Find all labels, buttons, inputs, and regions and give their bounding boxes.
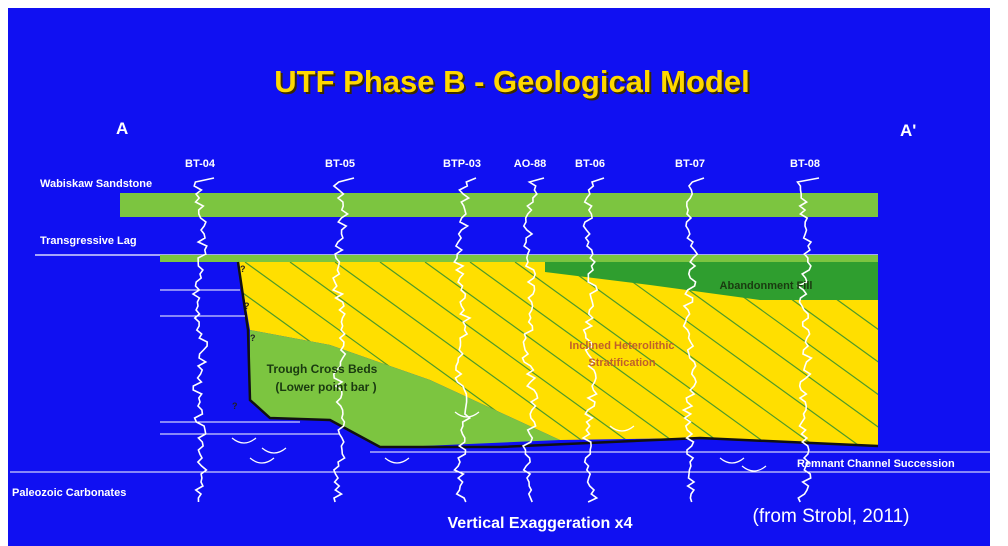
question-mark: ? xyxy=(240,264,246,274)
well-label: BT-07 xyxy=(675,158,705,170)
layer-label: Abandonment Fill xyxy=(720,280,813,292)
layer-label: Wabiskaw Sandstone xyxy=(40,178,152,190)
layer-label: Remnant Channel Succession xyxy=(797,458,955,470)
well-label: BT-06 xyxy=(575,158,605,170)
exaggeration-note: Vertical Exaggeration x4 xyxy=(448,515,633,532)
layer-label: (Lower point bar ) xyxy=(275,380,376,394)
title: UTF Phase B - Geological Model xyxy=(274,64,749,99)
source-note: (from Strobl, 2011) xyxy=(753,506,910,527)
layer-label: Transgressive Lag xyxy=(40,235,137,247)
question-mark: ? xyxy=(244,301,250,311)
section-end: A' xyxy=(900,121,916,140)
layer-label: Stratification xyxy=(588,357,656,369)
well-label: AO-88 xyxy=(514,158,546,170)
question-mark: ? xyxy=(232,401,238,411)
well-label: BTP-03 xyxy=(443,158,481,170)
layer-label: Inclined Heterolithic xyxy=(569,340,674,352)
layer-label: Paleozoic Carbonates xyxy=(12,487,126,499)
slide: UTF Phase B - Geological Model UTF Phase… xyxy=(0,0,1008,546)
layer-label: Trough Cross Beds xyxy=(267,362,378,376)
well-label: BT-04 xyxy=(185,158,216,170)
well-label: BT-05 xyxy=(325,158,355,170)
question-mark: ? xyxy=(250,333,256,343)
well-label: BT-08 xyxy=(790,158,820,170)
wabiskaw-band xyxy=(120,193,878,217)
lag-band xyxy=(160,255,878,262)
section-end: A xyxy=(116,119,128,138)
